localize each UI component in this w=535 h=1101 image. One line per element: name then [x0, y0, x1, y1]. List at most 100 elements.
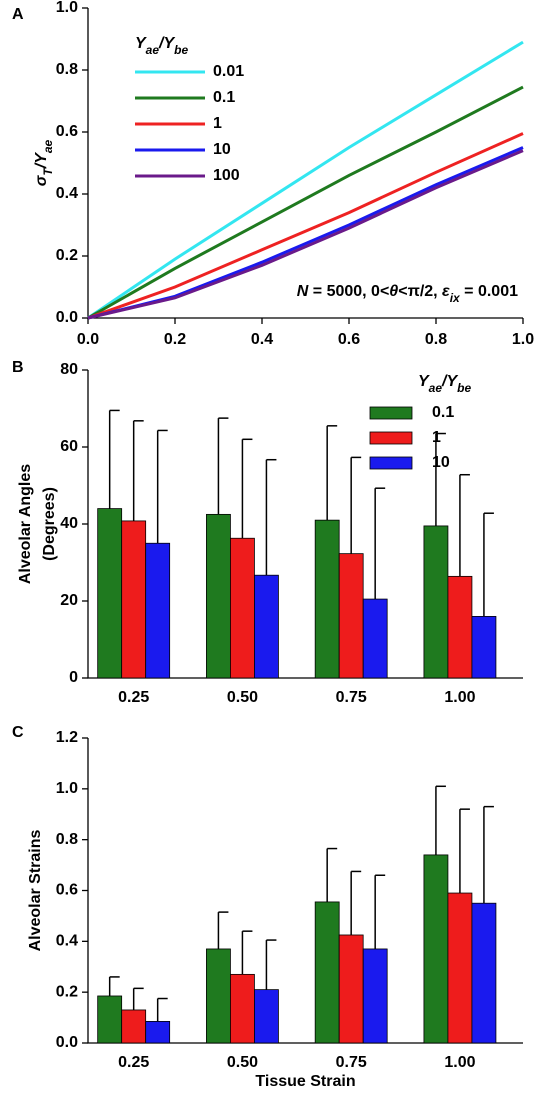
y-tick-label: 0.8 — [56, 831, 78, 848]
text-part: /Y — [33, 152, 50, 169]
text-part: = 0.001 — [460, 283, 518, 300]
text-part: ae — [41, 139, 55, 153]
y-axis-label: σT/Yae — [33, 139, 55, 186]
x-tick-label: 0.8 — [425, 331, 447, 348]
y-tick-label: 0.4 — [56, 933, 78, 950]
bar — [338, 553, 364, 679]
bar — [423, 854, 449, 1044]
y-axis-label: Alveolar Strains — [27, 829, 44, 951]
bar — [254, 574, 279, 679]
text-part: ix — [450, 291, 461, 305]
x-tick-label: 0.75 — [336, 689, 367, 706]
bar — [206, 948, 231, 1044]
bar — [230, 537, 255, 679]
annotation: N = 5000, 0<θ<π/2, εix = 0.001 — [297, 283, 518, 305]
text-part: = 5000, 0< — [308, 283, 389, 300]
text-part: ε — [442, 283, 450, 300]
y-axis-label: Alveolar Angles (Degrees) — [17, 464, 58, 584]
text-part: T — [41, 167, 55, 176]
bar — [206, 513, 231, 679]
y-tick-label: 0.0 — [56, 309, 78, 326]
line — [87, 85, 524, 320]
y-tick-label: 0.0 — [56, 1034, 78, 1051]
legend-label: 10 — [213, 141, 231, 158]
text-part: θ — [389, 283, 398, 300]
bar — [362, 598, 388, 679]
y-tick-label: 1.0 — [56, 0, 78, 16]
line — [87, 132, 524, 320]
bar — [314, 519, 340, 679]
x-tick-label: 0.4 — [251, 331, 273, 348]
legend-label: 100 — [213, 167, 240, 184]
bar — [362, 948, 388, 1044]
x-axis-label: Tissue Strain — [255, 1073, 355, 1090]
x-tick-label: 0.25 — [118, 689, 149, 706]
y-tick-label: 0.4 — [56, 185, 78, 202]
bar — [230, 973, 255, 1044]
text-part: /Y — [158, 35, 175, 52]
legend-label: 0.1 — [213, 89, 235, 106]
bar — [447, 575, 473, 679]
bar — [121, 1009, 147, 1044]
text-part: σ — [33, 174, 50, 186]
legend-label: 1 — [213, 115, 222, 132]
panel-label: B — [12, 359, 24, 376]
y-tick-label: 1.2 — [56, 729, 78, 746]
y-tick-label: 0 — [69, 669, 78, 686]
line — [87, 149, 524, 320]
panel-label: A — [12, 6, 24, 23]
x-tick-label: 0.0 — [77, 331, 99, 348]
y-tick-label: 20 — [60, 592, 78, 609]
text-part: N — [297, 283, 309, 300]
bar — [145, 542, 171, 679]
y-tick-label: 0.2 — [56, 983, 78, 1000]
text-line: Alveolar Strains — [27, 829, 44, 951]
text-part: ae — [429, 381, 443, 395]
legend-title: Yae/Ybe — [418, 373, 471, 395]
y-tick-label: 0.6 — [56, 123, 78, 140]
bar — [254, 989, 279, 1044]
bar — [97, 995, 123, 1044]
legend-title: Yae/Ybe — [135, 35, 188, 57]
x-tick-label: 0.6 — [338, 331, 360, 348]
x-tick-label: 0.25 — [118, 1054, 149, 1071]
text-line: Alveolar Angles — [17, 464, 34, 584]
legend-label: 10 — [432, 454, 450, 471]
text-part: be — [457, 381, 471, 395]
y-tick-label: 0.2 — [56, 247, 78, 264]
x-tick-label: 0.2 — [164, 331, 186, 348]
x-tick-label: 1.00 — [444, 689, 475, 706]
bar — [447, 892, 473, 1044]
legend-label: 1 — [432, 429, 441, 446]
bar — [338, 934, 364, 1044]
y-tick-label: 80 — [60, 361, 78, 378]
bar — [314, 901, 340, 1044]
bar — [97, 508, 123, 679]
y-tick-label: 60 — [60, 438, 78, 455]
text-line: (Degrees) — [41, 487, 58, 561]
x-tick-label: 1.00 — [444, 1054, 475, 1071]
bar — [145, 1020, 171, 1044]
text-part: be — [174, 43, 188, 57]
x-tick-label: 0.50 — [227, 689, 258, 706]
text-part: /Y — [441, 373, 458, 390]
panel-label: C — [12, 724, 24, 741]
text-part: Y — [135, 35, 147, 52]
bar — [423, 525, 449, 679]
bar — [471, 616, 497, 679]
x-tick-label: 0.75 — [336, 1054, 367, 1071]
text-part: <π/2, — [398, 283, 442, 300]
y-tick-label: 0.6 — [56, 882, 78, 899]
line — [87, 40, 524, 320]
bar — [121, 520, 147, 679]
legend-swatch — [369, 456, 413, 470]
bar — [471, 902, 497, 1044]
y-tick-label: 0.8 — [56, 61, 78, 78]
x-tick-label: 0.50 — [227, 1054, 258, 1071]
legend-swatch — [369, 406, 413, 420]
y-tick-label: 1.0 — [56, 780, 78, 797]
y-tick-label: 40 — [60, 515, 78, 532]
x-tick-label: 1.0 — [512, 331, 534, 348]
legend-label: 0.01 — [213, 63, 244, 80]
text-part: ae — [146, 43, 160, 57]
